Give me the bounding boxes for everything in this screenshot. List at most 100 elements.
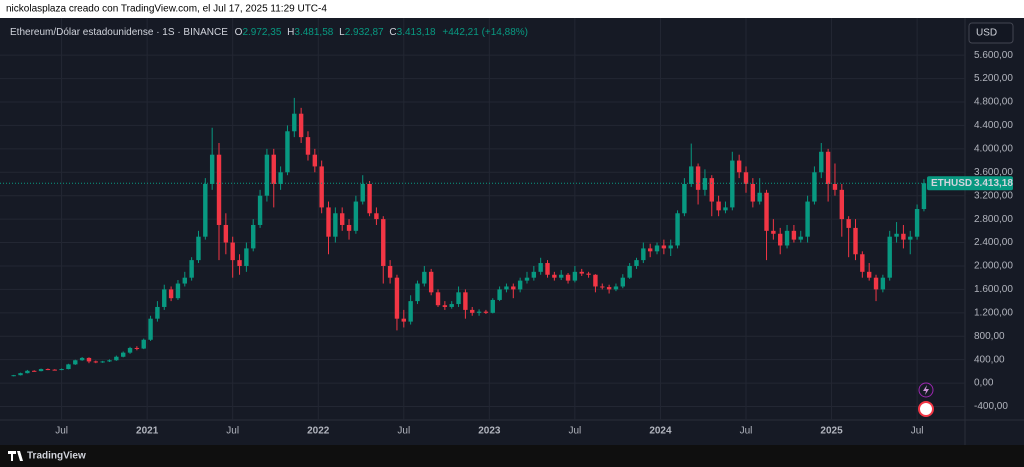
candle-body bbox=[449, 304, 454, 307]
candle-body bbox=[251, 224, 256, 249]
candle-body bbox=[798, 236, 803, 240]
candle-body bbox=[812, 172, 817, 202]
price-tag-value: 3.413,18 bbox=[974, 178, 1013, 189]
candle-body bbox=[825, 151, 831, 184]
price-tag bbox=[927, 176, 1013, 191]
candle-body bbox=[162, 289, 167, 307]
candle-body bbox=[647, 248, 653, 252]
candle-body bbox=[422, 271, 427, 284]
candle-body bbox=[757, 192, 762, 202]
candle-body bbox=[408, 301, 413, 322]
candle-body bbox=[860, 254, 865, 272]
candle-body bbox=[346, 224, 352, 231]
candle-body bbox=[887, 236, 892, 278]
candle-body bbox=[476, 311, 482, 313]
candle-body bbox=[538, 263, 543, 272]
candle-body bbox=[743, 172, 749, 184]
candle-body bbox=[873, 277, 879, 290]
x-tick-label: 2025 bbox=[820, 426, 843, 437]
candle-body bbox=[524, 277, 530, 281]
x-tick-label: Jul bbox=[55, 426, 68, 437]
legend: Ethereum/Dólar estadounidense · 1S · BIN… bbox=[10, 27, 528, 38]
h-value: 3.481,58 bbox=[294, 27, 333, 38]
candle-body bbox=[730, 160, 735, 208]
candle-body bbox=[401, 318, 406, 322]
candle-body bbox=[442, 305, 448, 307]
x-tick-label: Jul bbox=[226, 426, 239, 437]
y-tick-label: 1.600,00 bbox=[974, 284, 1013, 295]
currency-button[interactable] bbox=[968, 22, 1014, 44]
candle-body bbox=[428, 271, 434, 293]
brand-logo bbox=[8, 451, 23, 461]
o-label: O bbox=[235, 27, 243, 38]
candle-body bbox=[552, 274, 557, 278]
c-value: 3.413,18 bbox=[397, 27, 436, 38]
x-tick-label: Jul bbox=[568, 426, 581, 437]
candle-body bbox=[572, 271, 578, 281]
flag-icon[interactable] bbox=[918, 401, 934, 417]
candle-body bbox=[668, 245, 673, 249]
attribution: nickolasplaza creado con TradingView.com… bbox=[6, 4, 327, 15]
candle-body bbox=[175, 283, 181, 299]
candle-body bbox=[784, 230, 790, 246]
candle-body bbox=[695, 166, 701, 190]
candle-body bbox=[600, 286, 605, 288]
candle-body bbox=[846, 219, 851, 228]
h-label: H bbox=[287, 27, 294, 38]
candle-body bbox=[832, 183, 838, 190]
candle-body bbox=[182, 277, 187, 284]
candle-body bbox=[880, 277, 886, 290]
candle-body bbox=[298, 113, 304, 138]
y-tick-label: 5.200,00 bbox=[974, 73, 1013, 84]
candle-body bbox=[839, 189, 845, 220]
y-tick-label: 2.800,00 bbox=[974, 214, 1013, 225]
y-tick-label: -400,00 bbox=[974, 401, 1008, 412]
candle-body bbox=[127, 347, 133, 353]
candle-body bbox=[387, 265, 393, 278]
y-tick-label: 4.400,00 bbox=[974, 120, 1013, 131]
candle-body bbox=[791, 230, 797, 240]
candle-body bbox=[736, 160, 742, 173]
event-icon[interactable] bbox=[918, 382, 934, 398]
candle-body bbox=[750, 183, 756, 202]
y-tick-label: 1.200,00 bbox=[974, 307, 1013, 318]
candle-body bbox=[559, 274, 564, 278]
y-tick-label: 400,00 bbox=[974, 354, 1005, 365]
x-tick-label: Jul bbox=[911, 426, 924, 437]
candle-body bbox=[209, 154, 215, 184]
currency[interactable]: USD bbox=[976, 28, 997, 39]
l-value: 2.932,87 bbox=[345, 27, 384, 38]
candle-body bbox=[819, 151, 824, 173]
candle-body bbox=[38, 369, 44, 372]
y-tick-label: 5.600,00 bbox=[974, 50, 1013, 61]
x-tick-label: Jul bbox=[740, 426, 753, 437]
candle-body bbox=[771, 230, 776, 234]
candle-body bbox=[312, 154, 318, 167]
symbol: Ethereum/Dólar estadounidense · 1S · BIN… bbox=[10, 27, 228, 38]
y-tick-label: 3.200,00 bbox=[974, 190, 1013, 201]
top-bar bbox=[0, 0, 1024, 18]
candle-body bbox=[360, 183, 365, 202]
candle-body bbox=[853, 227, 858, 255]
y-tick-label: 2.000,00 bbox=[974, 261, 1013, 272]
candle-body bbox=[627, 265, 632, 278]
y-tick-label: 0,00 bbox=[974, 378, 994, 389]
candle-body bbox=[689, 166, 694, 184]
candle-body bbox=[66, 364, 71, 370]
candle-body bbox=[155, 306, 160, 319]
candle-body bbox=[278, 172, 283, 184]
candle-body bbox=[114, 356, 119, 361]
candle-body bbox=[517, 280, 523, 290]
candle-body bbox=[716, 201, 721, 211]
candle-body bbox=[682, 183, 687, 214]
candle-body bbox=[333, 213, 338, 237]
candle-body bbox=[675, 213, 680, 246]
candle-body bbox=[778, 233, 783, 246]
candle-body bbox=[435, 292, 441, 306]
candle-body bbox=[504, 286, 509, 290]
y-tick-label: 2.400,00 bbox=[974, 237, 1013, 248]
candle-body bbox=[497, 289, 502, 300]
o-value: 2.972,35 bbox=[242, 27, 281, 38]
